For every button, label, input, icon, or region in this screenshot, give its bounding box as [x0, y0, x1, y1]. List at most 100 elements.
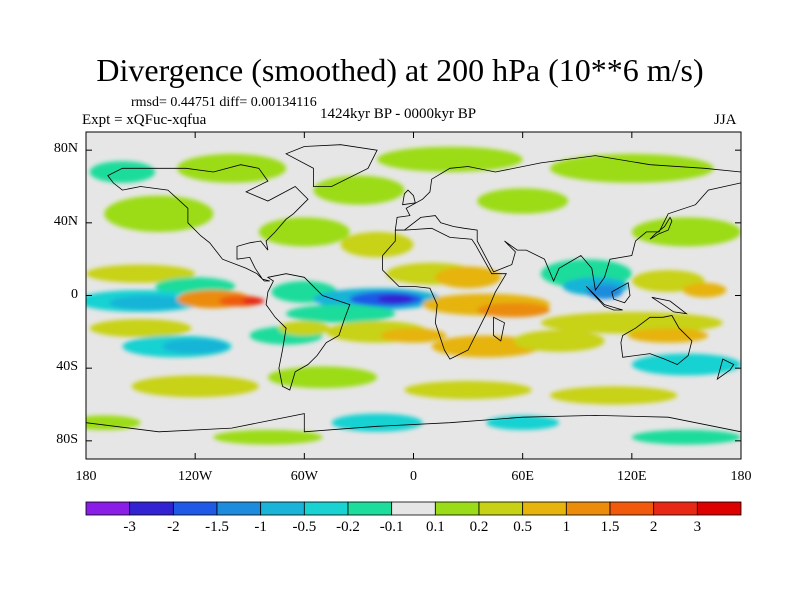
colorbar-swatch — [565, 501, 611, 516]
colorbar-swatch — [609, 501, 655, 516]
field-contour — [628, 328, 709, 343]
coastline — [265, 273, 351, 391]
lat-label: 80N — [53, 141, 78, 157]
field-contour — [431, 335, 541, 358]
field-contour — [313, 175, 405, 205]
colorbar-label: 0.5 — [513, 519, 533, 535]
lat-label: 80S — [56, 431, 78, 447]
field-contour — [477, 302, 550, 318]
colorbar-label: -0.1 — [379, 519, 404, 535]
field-contour — [631, 429, 741, 445]
field-blobs — [86, 146, 741, 445]
divergence-field — [86, 146, 741, 445]
colorbar-swatch — [391, 501, 436, 516]
colorbar-swatch — [303, 501, 349, 516]
field-contour — [86, 264, 196, 283]
colorbar-swatch — [653, 501, 698, 516]
colorbar-swatch — [522, 501, 567, 516]
lon-label: 120W — [178, 469, 213, 484]
axis-ticks — [85, 132, 742, 459]
field-contour — [377, 146, 523, 172]
lat-label: 40S — [56, 359, 78, 375]
coastline — [86, 413, 741, 459]
stats-line: rmsd= 0.44751 diff= 0.00134116 — [131, 95, 317, 110]
coastline — [651, 296, 688, 315]
lon-label: 180 — [75, 469, 97, 484]
coastline — [493, 316, 505, 342]
colorbar-label: -2 — [167, 519, 180, 535]
colorbar-swatch — [478, 501, 524, 516]
coastline — [649, 216, 673, 240]
field-contour — [435, 266, 501, 289]
field-contour — [162, 339, 228, 354]
colorbar-label: 0.1 — [425, 519, 445, 535]
coastline — [716, 358, 735, 381]
field-contour — [513, 330, 605, 352]
colorbar-label: -0.5 — [292, 519, 317, 535]
colorbar-swatch — [696, 501, 742, 516]
field-contour — [540, 311, 723, 334]
lon-label: 120E — [617, 469, 647, 484]
coastline — [382, 227, 508, 360]
field-contour — [267, 366, 378, 389]
lon-label: 60E — [511, 469, 534, 484]
colorbar-swatch — [434, 501, 480, 516]
lat-label: 40N — [53, 213, 78, 229]
field-contour — [109, 295, 190, 311]
field-contour — [549, 153, 714, 183]
coastline — [611, 282, 631, 304]
colorbar-swatch — [172, 501, 218, 516]
season-label: JJA — [714, 112, 737, 128]
lon-label: 60W — [290, 469, 318, 484]
colorbar-label: 3 — [693, 519, 702, 535]
field-contour — [477, 188, 569, 214]
field-contour — [331, 413, 423, 432]
field-contour — [340, 231, 414, 258]
lon-label: 0 — [410, 469, 417, 484]
colorbar-swatch — [260, 501, 305, 516]
colorbar-label: 2 — [649, 519, 658, 535]
field-contour — [631, 217, 741, 247]
field-contour — [89, 161, 156, 183]
field-contour — [682, 282, 727, 298]
field-contour — [380, 328, 447, 343]
lon-label: 180 — [730, 469, 752, 484]
coastline — [285, 144, 378, 187]
colorbar-label: -3 — [123, 519, 136, 535]
colorbar-swatch — [129, 501, 174, 516]
colorbar-swatch — [347, 501, 393, 516]
coastline — [586, 286, 623, 311]
field-contour — [258, 217, 350, 247]
field-contour — [177, 153, 287, 183]
field-contour — [486, 415, 560, 431]
colorbar-label: 0.2 — [469, 519, 489, 535]
colorbar-label: -1.5 — [205, 519, 229, 535]
coastline — [107, 164, 309, 282]
colorbar-label: 1.5 — [600, 519, 620, 535]
field-contour — [286, 304, 396, 323]
field-contour — [86, 415, 141, 430]
experiment-label: Expt = xQFuc-xqfua — [82, 112, 207, 128]
colorbar-label: 1 — [562, 519, 571, 535]
lat-label: 0 — [71, 286, 78, 302]
period-subtitle: 1424kyr BP - 0000kyr BP — [320, 106, 477, 122]
field-contour — [278, 320, 330, 336]
colorbar-swatch — [216, 501, 262, 516]
coastlines — [86, 144, 741, 459]
colorbar — [85, 501, 742, 516]
field-contour — [242, 297, 265, 305]
field-contour — [213, 429, 323, 445]
colorbar-label: -0.2 — [336, 519, 360, 535]
field-contour — [549, 386, 678, 405]
coastline — [402, 189, 416, 206]
chart-title: Divergence (smoothed) at 200 hPa (10**6 … — [96, 52, 704, 88]
coastline — [394, 155, 741, 292]
field-contour — [131, 375, 259, 398]
field-contour — [89, 319, 192, 338]
field-contour — [631, 353, 741, 376]
field-contour — [404, 380, 532, 400]
field-contour — [104, 195, 214, 232]
coastline — [620, 315, 693, 365]
colorbar-label: -1 — [254, 519, 267, 535]
